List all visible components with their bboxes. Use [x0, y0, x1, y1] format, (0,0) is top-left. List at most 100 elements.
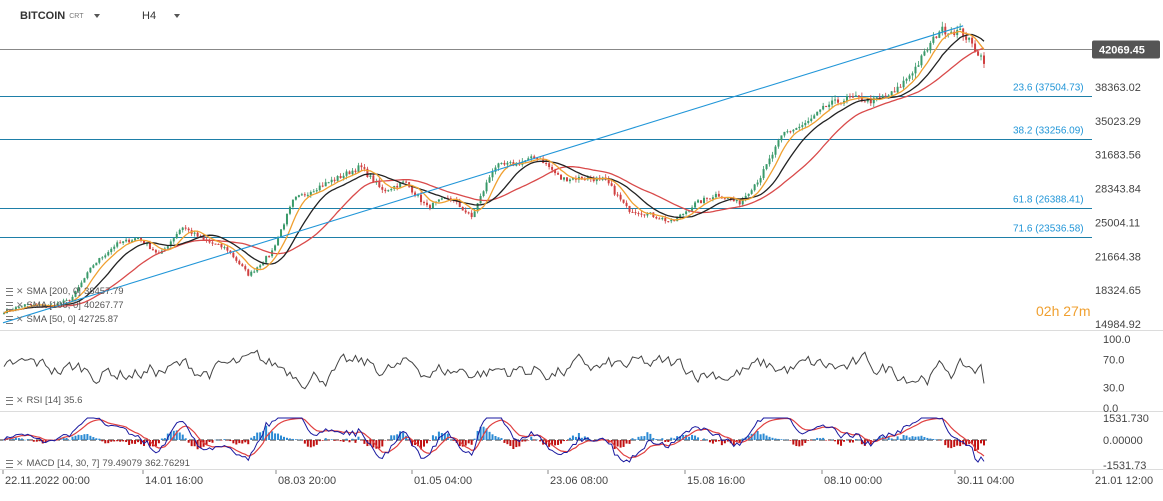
- macd-histogram-bar: [655, 439, 658, 440]
- settings-icon[interactable]: [6, 287, 13, 296]
- macd-histogram-bar: [872, 440, 875, 441]
- settings-icon[interactable]: [6, 396, 13, 405]
- candle-body: [595, 177, 598, 182]
- candle: [595, 176, 598, 185]
- settings-icon[interactable]: [6, 315, 13, 324]
- settings-icon[interactable]: [6, 459, 13, 468]
- macd-histogram-bar: [896, 436, 899, 440]
- legend-sma50[interactable]: ✕ SMA [50, 0] 42725.87: [6, 314, 118, 325]
- macd-histogram-bar: [768, 436, 771, 440]
- candle: [104, 253, 107, 259]
- macd-histogram-bar: [119, 440, 122, 442]
- legend-sma100[interactable]: ✕ SMA [100, 0] 40267.77: [6, 300, 124, 311]
- macd-histogram-bar: [68, 439, 71, 441]
- legend-rsi[interactable]: ✕ RSI [14] 35.6: [6, 395, 82, 406]
- candle-body: [896, 86, 899, 93]
- close-icon[interactable]: ✕: [16, 286, 24, 296]
- macd-histogram-bar: [315, 440, 318, 445]
- candle: [893, 87, 896, 93]
- candle-body: [485, 182, 488, 192]
- candle-body: [756, 182, 759, 185]
- price-tick-label: 18324.65: [1095, 285, 1141, 297]
- current-price-badge: 42069.45: [1092, 40, 1160, 59]
- macd-histogram-bar: [694, 435, 697, 440]
- candle: [223, 245, 226, 250]
- fib-label-0: 23.6 (37504.73): [1013, 83, 1084, 94]
- candle: [658, 217, 661, 220]
- macd-histogram-bar: [509, 440, 512, 446]
- macd-histogram-bar: [893, 439, 896, 441]
- candle: [851, 93, 854, 99]
- macd-histogram-bar: [342, 440, 345, 442]
- candle: [941, 21, 944, 36]
- legend-sma100-value: 40267.77: [83, 300, 124, 311]
- macd-histogram-bar: [288, 438, 291, 440]
- macd-histogram-bar: [77, 434, 80, 440]
- close-icon[interactable]: ✕: [16, 395, 24, 405]
- macd-histogram-bar: [300, 439, 303, 441]
- macd-histogram-bar: [369, 440, 372, 446]
- close-icon[interactable]: ✕: [16, 314, 24, 324]
- macd-histogram-bar: [831, 439, 834, 441]
- settings-icon[interactable]: [6, 301, 13, 310]
- candle: [598, 175, 601, 182]
- macd-histogram-bar: [950, 440, 953, 449]
- macd-histogram-bar: [801, 440, 804, 446]
- candle-body: [938, 31, 941, 38]
- macd-histogram-bar: [417, 440, 420, 447]
- close-icon[interactable]: ✕: [16, 458, 24, 468]
- candle: [187, 227, 190, 233]
- candle-body: [971, 37, 974, 44]
- macd-histogram-bar: [384, 440, 387, 441]
- macd-histogram-bar: [506, 440, 509, 445]
- close-icon[interactable]: ✕: [16, 300, 24, 310]
- legend-sma200-label: SMA [200, 0]: [26, 286, 81, 297]
- macd-histogram-bar: [711, 440, 714, 444]
- macd-histogram-bar: [974, 440, 977, 451]
- candle-body: [342, 175, 345, 179]
- candle: [238, 259, 241, 266]
- candle: [795, 127, 798, 130]
- macd-histogram-bar: [530, 436, 533, 440]
- candle-body: [330, 179, 333, 183]
- fib-label-3: 71.6 (23536.58): [1013, 224, 1084, 235]
- macd-histogram-bar: [208, 440, 211, 443]
- macd-histogram-bar: [848, 440, 851, 443]
- chevron-down-icon: [174, 14, 181, 18]
- macd-histogram-bar: [428, 440, 431, 441]
- candle: [134, 238, 137, 241]
- symbol-selector[interactable]: BITCOIN CRT: [20, 10, 100, 22]
- candle-body: [738, 199, 741, 205]
- macd-histogram-bar: [378, 440, 381, 449]
- rsi-tick-label: 0.0: [1103, 403, 1118, 415]
- macd-histogram-bar: [941, 439, 944, 441]
- candle-body: [795, 128, 798, 130]
- candle-body: [259, 265, 262, 268]
- candle-body: [732, 199, 735, 202]
- candle-body: [607, 178, 610, 184]
- timeframe-selector[interactable]: H4: [142, 10, 181, 22]
- candle: [339, 173, 342, 179]
- macd-histogram-bar: [980, 440, 983, 444]
- candle: [318, 182, 321, 193]
- candle: [920, 54, 923, 68]
- candle-body: [872, 97, 875, 104]
- candle: [905, 77, 908, 84]
- legend-macd[interactable]: ✕ MACD [14, 30, 7] 79.49079 362.76291: [6, 458, 190, 469]
- candle-body: [744, 195, 747, 200]
- macd-histogram-bar: [125, 440, 128, 443]
- macd-histogram-bar: [515, 440, 518, 448]
- macd-histogram-bar: [116, 440, 119, 442]
- candle-body: [65, 299, 68, 301]
- macd-histogram-bar: [536, 439, 539, 441]
- candle-body: [324, 182, 327, 187]
- candle: [423, 200, 425, 206]
- candle: [977, 50, 980, 57]
- candle-body: [571, 178, 574, 180]
- macd-histogram-bar: [229, 440, 232, 442]
- macd-histogram-bar: [548, 440, 551, 447]
- legend-sma200[interactable]: ✕ SMA [200, 0] 38457.79: [6, 286, 124, 297]
- macd-histogram-bar: [35, 440, 38, 442]
